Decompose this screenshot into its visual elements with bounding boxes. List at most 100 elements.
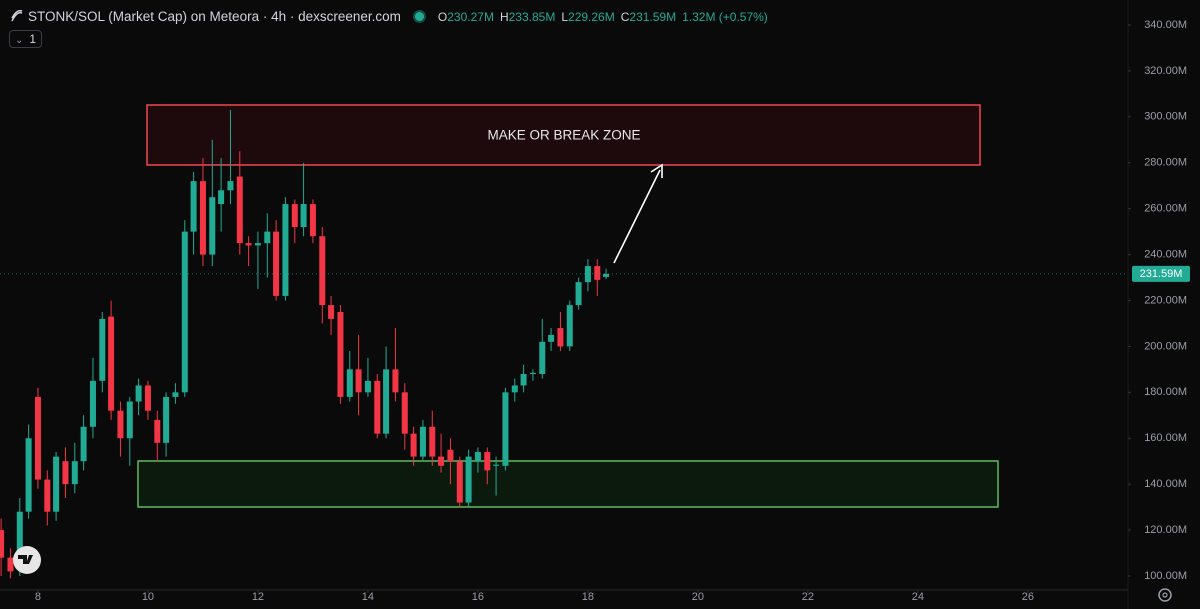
y-tick-label: 140.00M: [1144, 478, 1187, 490]
zone-label: MAKE OR BREAK ZONE: [487, 128, 640, 143]
candle-body: [575, 282, 582, 306]
candle-body: [62, 461, 69, 485]
interval[interactable]: 1: [29, 32, 37, 46]
y-tick-label: 320.00M: [1144, 65, 1187, 77]
candle-body: [429, 426, 436, 457]
y-tick-label: 120.00M: [1144, 524, 1187, 536]
x-tick-label: 10: [142, 591, 154, 603]
candle-body: [529, 372, 536, 374]
support-zone: [137, 460, 999, 508]
candle-body: [493, 464, 500, 466]
candle-body: [25, 438, 32, 512]
y-tick-label: 200.00M: [1144, 340, 1187, 352]
y-tick-label: 260.00M: [1144, 203, 1187, 215]
candle-body: [99, 318, 106, 381]
arrow-head: [650, 163, 663, 178]
candle-body: [447, 449, 454, 462]
candle-body: [309, 204, 316, 237]
candle-body: [502, 392, 509, 466]
candle-body: [484, 452, 491, 471]
zones: MAKE OR BREAK ZONE: [137, 104, 999, 508]
candle-body: [199, 181, 206, 255]
candle-body: [227, 181, 234, 191]
status-dot: [414, 12, 424, 21]
candle-body: [355, 369, 362, 393]
candle-body: [603, 273, 610, 277]
candle-body: [34, 396, 41, 480]
candle-body: [44, 479, 51, 512]
x-tick-label: 18: [582, 591, 594, 603]
resistance-zone: [146, 104, 981, 166]
x-tick-label: 22: [802, 591, 814, 603]
ohlc-key: O: [437, 9, 448, 24]
candle-body: [117, 410, 124, 439]
x-tick-label: 8: [35, 591, 41, 603]
candle-body: [401, 392, 408, 434]
candle-body: [383, 369, 390, 434]
candle-body: [456, 461, 463, 503]
y-tick-label: 180.00M: [1144, 386, 1187, 398]
candle-body: [419, 426, 426, 457]
candle-body: [154, 419, 161, 443]
candle-body: [0, 530, 5, 558]
y-tick-label: 280.00M: [1144, 157, 1187, 169]
candle-body: [163, 396, 170, 443]
ohlc-key: H: [499, 9, 509, 24]
candle-body: [236, 176, 243, 244]
x-tick-label: 14: [362, 591, 374, 603]
candle-body: [254, 243, 261, 246]
tv-logo: [13, 546, 41, 574]
change: 1.32M (+0.57%): [682, 9, 768, 24]
ohlc-value: 230.27M: [447, 9, 494, 24]
ohlc-value: 233.85M: [508, 9, 556, 24]
candle-body: [539, 341, 546, 374]
candle-body: [584, 266, 591, 283]
candle-body: [264, 231, 271, 244]
y-tick-label: 160.00M: [1144, 432, 1187, 444]
chart-title: STONK/SOL (Market Cap) on Meteora · 4h ·…: [28, 9, 401, 24]
candle-body: [190, 181, 197, 232]
logo-glyph: [18, 555, 33, 564]
pair-icon: [11, 9, 23, 21]
x-tick-label: 16: [472, 591, 484, 603]
candle-body: [328, 305, 335, 319]
candle-body: [16, 511, 23, 570]
candle-body: [209, 197, 216, 255]
settings-icon[interactable]: [1158, 588, 1172, 602]
candle-body: [245, 243, 252, 246]
plot: [0, 109, 1128, 579]
candle-body: [282, 204, 289, 296]
ohlc-value: 229.26M: [568, 9, 615, 24]
last-price-label: 231.59M: [1140, 268, 1183, 280]
candle-body: [172, 392, 179, 397]
interval-button[interactable]: ⌄ 1: [9, 30, 43, 48]
header: STONK/SOL (Market Cap) on Meteora · 4h ·…: [10, 9, 774, 24]
candle-body: [557, 328, 564, 347]
candle-body: [374, 380, 381, 434]
candle-body: [337, 311, 344, 397]
candle-body: [511, 385, 518, 393]
ohlc-legend: O 230.27M H 233.85M L 229.26M C 231.59M: [438, 10, 682, 24]
candle-body: [392, 369, 399, 393]
last-price-badge: [1132, 265, 1190, 282]
y-tick-label: 220.00M: [1144, 294, 1187, 306]
candle-body: [89, 380, 96, 427]
arrow-shaft: [613, 169, 661, 264]
candle-body: [465, 456, 472, 503]
gear-inner[interactable]: [1162, 592, 1168, 598]
candle-body: [144, 385, 151, 411]
candle-body: [594, 266, 601, 280]
gear-outer[interactable]: [1158, 588, 1172, 602]
candle-body: [218, 190, 225, 205]
candle-body: [548, 334, 555, 342]
candle-body: [300, 204, 307, 228]
ohlc-key: L: [561, 9, 569, 24]
y-tick-label: 300.00M: [1144, 111, 1187, 123]
x-tick-label: 24: [912, 591, 924, 603]
candle-body: [181, 231, 188, 393]
ohlc-value: 231.59M: [629, 9, 677, 24]
candle-body: [291, 204, 298, 228]
